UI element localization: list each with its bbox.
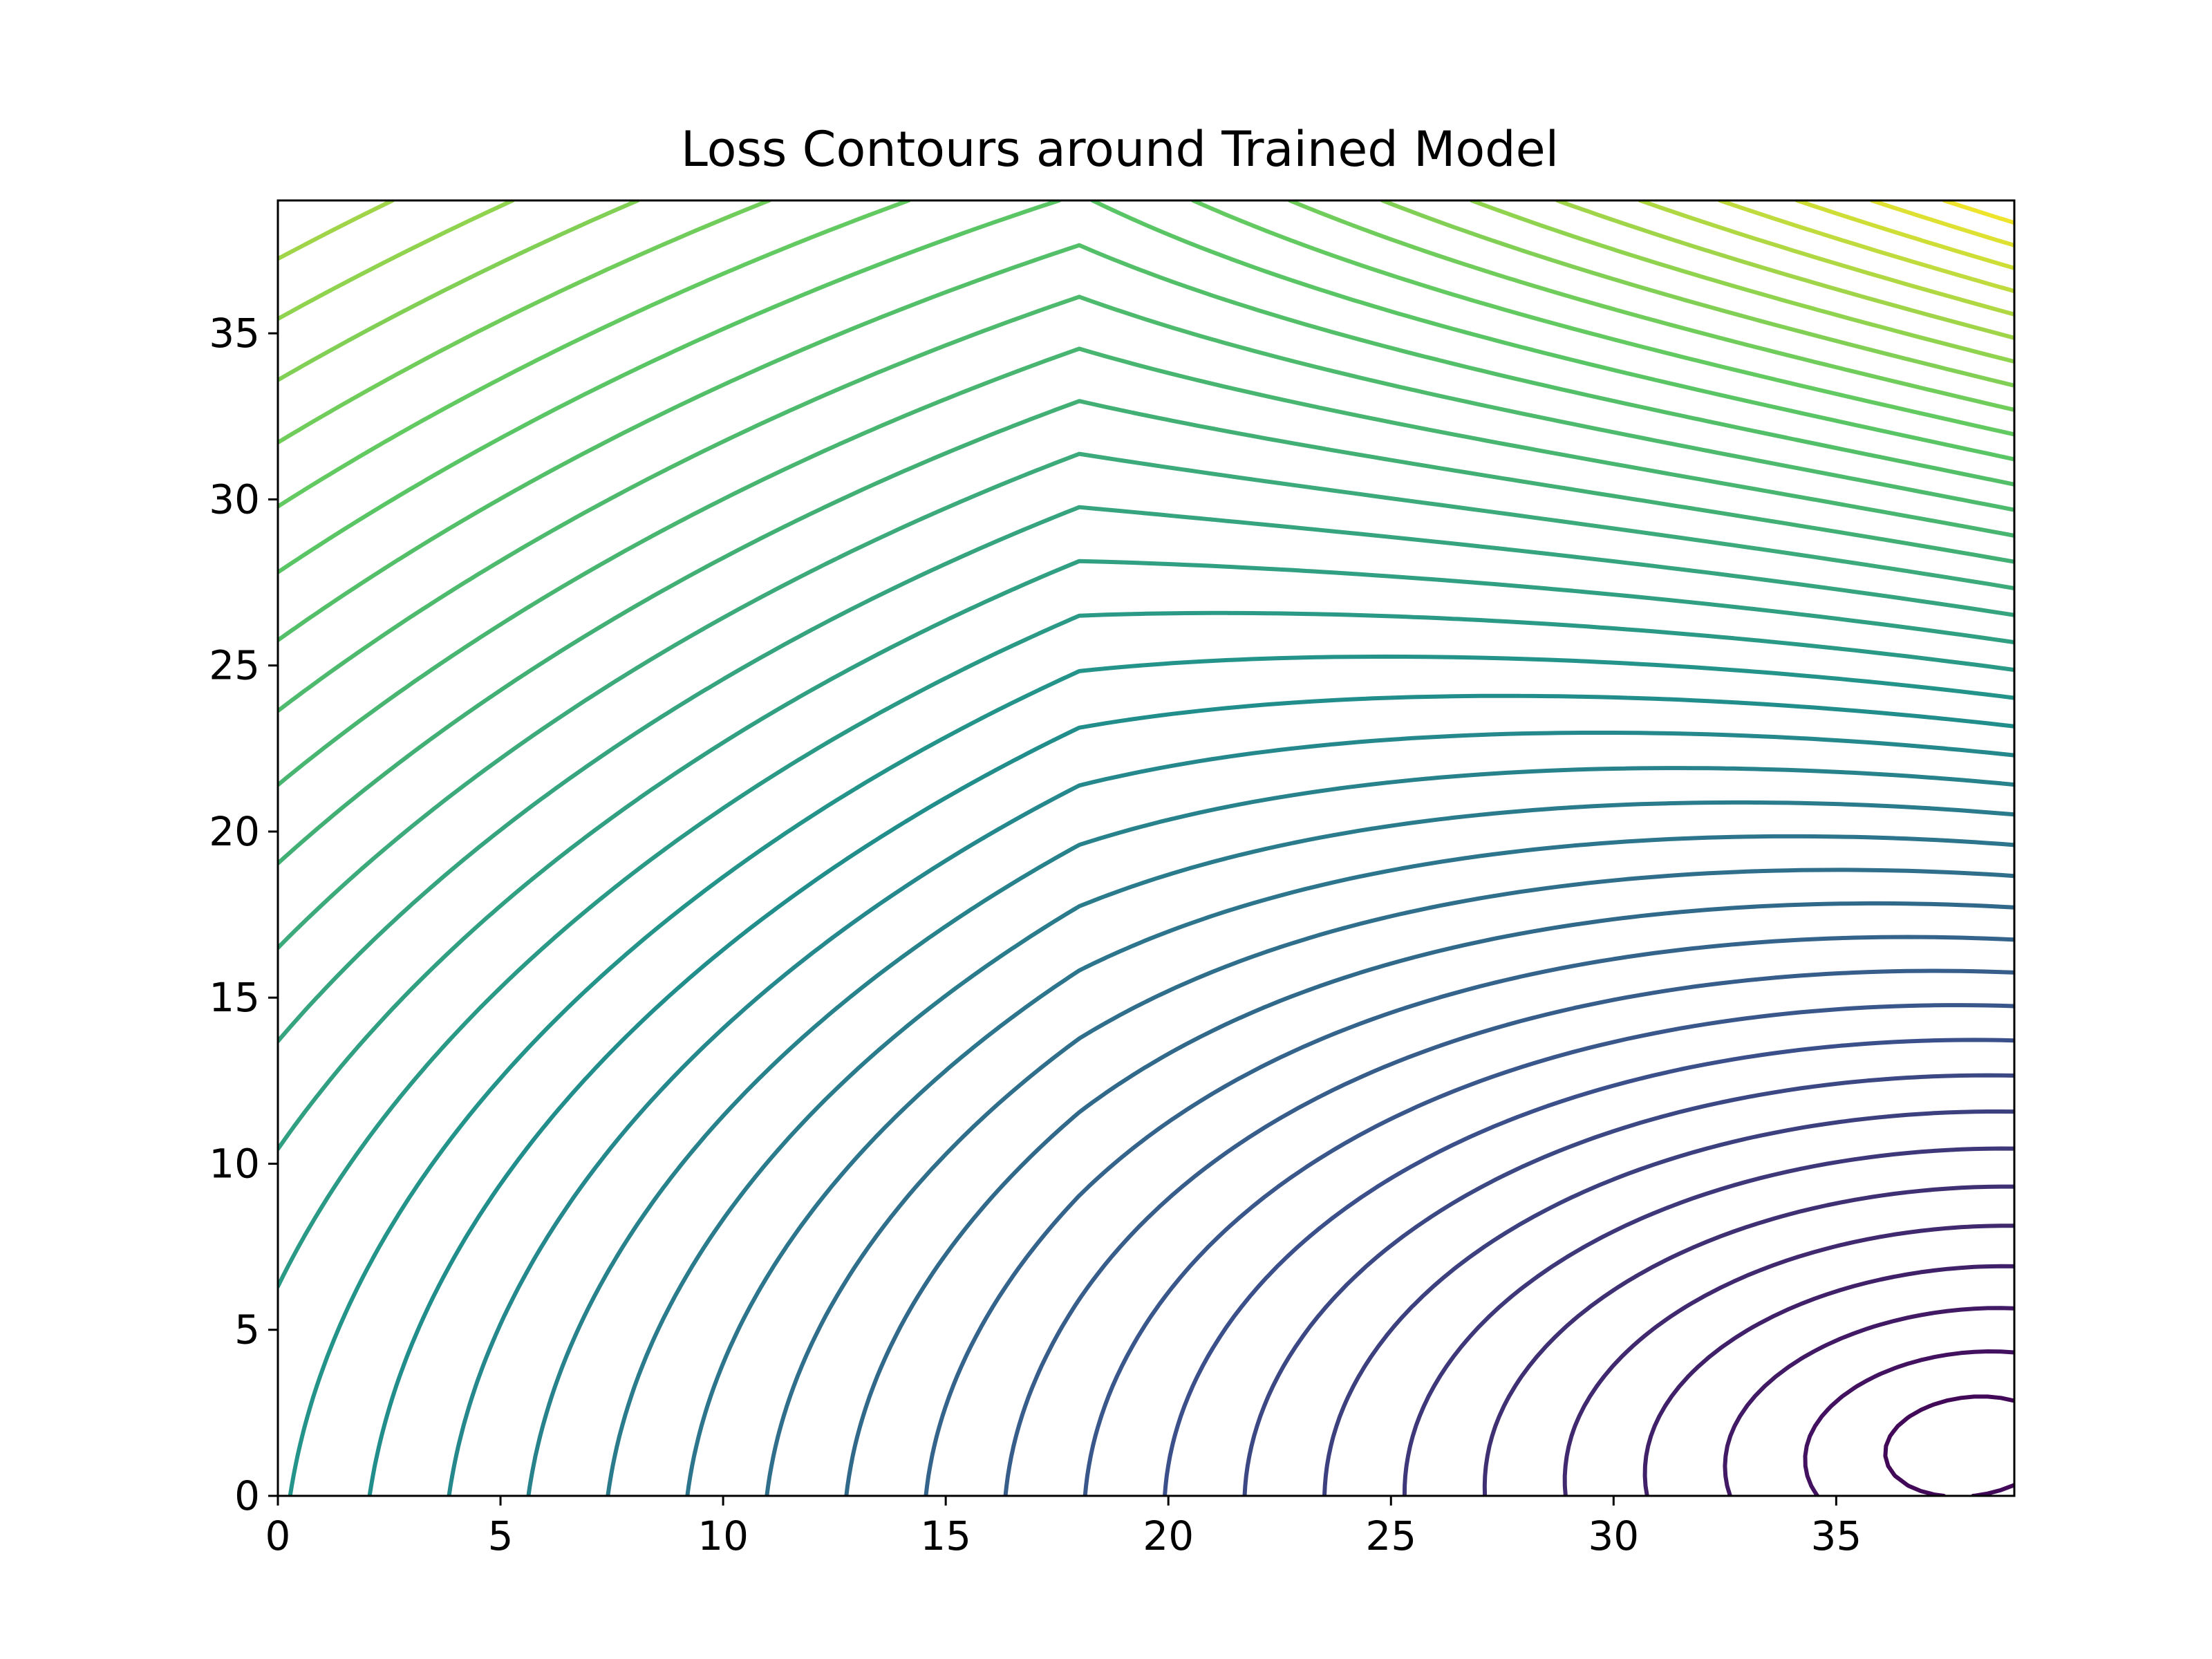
contour-line	[1322, 1109, 2014, 1496]
contour-line	[447, 731, 2014, 1496]
x-tick-label: 35	[1810, 1512, 1862, 1559]
contour-line	[278, 200, 2014, 364]
contour-line	[1163, 1038, 2014, 1496]
contour-line	[278, 346, 2014, 787]
x-tick-label: 15	[920, 1512, 971, 1559]
y-tick-label: 15	[209, 974, 260, 1021]
contour-line	[278, 200, 2014, 445]
contour-line	[367, 693, 2014, 1496]
y-tick-label: 0	[234, 1472, 260, 1519]
contour-line	[844, 901, 2014, 1496]
contour-line	[1638, 200, 2014, 317]
contour-line	[765, 868, 2014, 1496]
y-tick-label: 5	[234, 1306, 260, 1353]
contour-line	[526, 766, 2014, 1496]
contour-line	[1082, 1003, 2014, 1496]
x-tick-label: 0	[265, 1512, 291, 1559]
x-tick-label: 25	[1365, 1512, 1416, 1559]
contour-line	[278, 200, 2014, 340]
contour-line	[1562, 1224, 2014, 1496]
contour-line	[278, 505, 2014, 1044]
contour-line	[1723, 1306, 2014, 1496]
contour-line	[1242, 1073, 2014, 1496]
y-tick-label: 35	[209, 310, 260, 357]
y-tick-label: 30	[209, 476, 260, 523]
contour-line	[1803, 1349, 2014, 1496]
contour-line	[278, 610, 2014, 1289]
contour-line	[1003, 968, 2014, 1496]
plot-frame	[276, 199, 2016, 1497]
contour-line	[1402, 1146, 2014, 1496]
contour-line	[924, 935, 2014, 1496]
contour-line	[288, 654, 2014, 1496]
y-tick-label: 25	[209, 642, 260, 689]
contour-line	[1482, 1184, 2014, 1496]
x-axis: 0 5 10 15 20 25 30 35	[265, 1496, 1862, 1559]
chart-title: Loss Contours around Trained Model	[681, 121, 1559, 178]
x-tick-label: 20	[1143, 1512, 1194, 1559]
contour-line	[278, 559, 2014, 1152]
contour-line	[685, 834, 2014, 1496]
contour-line	[1869, 200, 2014, 247]
contour-line	[278, 399, 2014, 865]
y-tick-label: 10	[209, 1140, 260, 1187]
contour-line	[1718, 200, 2014, 294]
y-tick-label: 20	[209, 808, 260, 855]
contour-line	[606, 800, 2014, 1496]
contour-line	[1642, 1264, 2014, 1496]
contour-line	[278, 243, 2014, 643]
x-tick-label: 10	[697, 1512, 749, 1559]
contour-line	[278, 200, 2014, 574]
x-tick-label: 30	[1588, 1512, 1639, 1559]
contour-lines	[278, 200, 2014, 1496]
contour-line	[1883, 1394, 2014, 1496]
x-tick-label: 5	[488, 1512, 514, 1559]
contour-line	[1942, 200, 2014, 225]
contour-line	[278, 294, 2014, 713]
contour-line	[278, 200, 2014, 509]
y-axis: 0 5 10 15 20 25 30 35	[209, 310, 278, 1519]
